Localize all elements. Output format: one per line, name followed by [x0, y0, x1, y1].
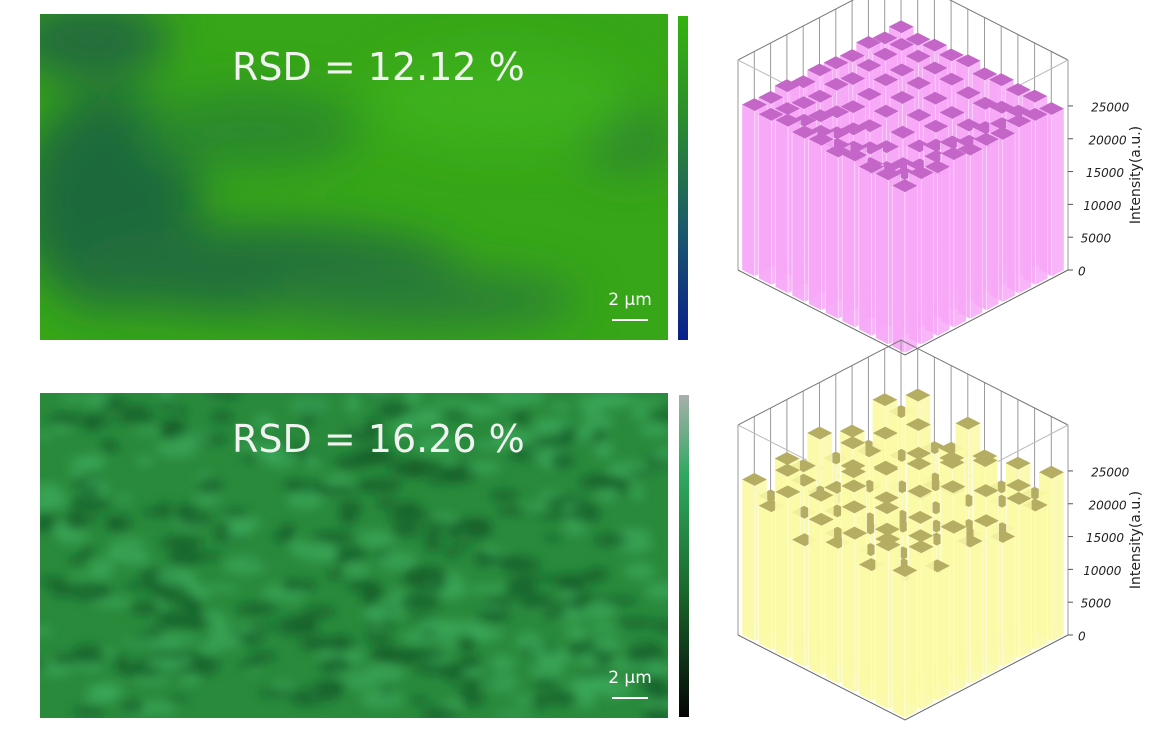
z-axis-label: Intensity(a.u.): [1128, 491, 1144, 589]
bar-right-face: [987, 139, 999, 310]
bar-left-face: [775, 492, 788, 659]
bar-left-face: [842, 155, 855, 328]
bar-right-face: [987, 521, 999, 676]
bar-right-face: [1052, 472, 1064, 641]
figure: RSD = 12.12 % 2 μm RSD = 16.26 % 2 μm 0 5…: [0, 0, 1153, 736]
z-tick-label: 15000: [1086, 531, 1125, 545]
bar-left-face: [892, 186, 905, 353]
colorbar: [679, 395, 689, 717]
z-tick-label: 20000: [1089, 133, 1128, 147]
bar-left-face: [759, 506, 772, 650]
z-tick-label: 10000: [1083, 564, 1122, 578]
bar-left-face: [876, 545, 889, 710]
z-tick-label: 5000: [1081, 232, 1112, 246]
z-tick-label: 25000: [1091, 100, 1130, 114]
bar-left-face: [826, 151, 839, 319]
bar: [892, 564, 917, 718]
bar-right-face: [1003, 133, 1015, 302]
bar-left-face: [842, 533, 855, 692]
bar-left-face: [892, 570, 905, 718]
bar3d-chart: 0 5000 10000 15000 20000 25000 Intensity(a.u.): [738, 0, 1144, 355]
bar-left-face: [826, 542, 839, 684]
bar-right-face: [1035, 114, 1047, 285]
bar-right-face: [921, 173, 933, 345]
bar-right-face: [921, 547, 933, 710]
z-axis-label: Intensity(a.u.): [1128, 126, 1144, 224]
bar-right-face: [938, 566, 950, 701]
z-tick-label: 0: [1078, 265, 1086, 279]
bar-right-face: [970, 541, 982, 684]
colorbar: [678, 16, 688, 340]
z-tick-label: 5000: [1081, 597, 1112, 611]
bar-right-face: [938, 167, 950, 336]
bar-left-face: [859, 565, 872, 701]
z-tick-label: 20000: [1089, 498, 1128, 512]
z-tick-label: 10000: [1083, 199, 1122, 213]
rsd-label: RSD = 16.26 %: [232, 417, 525, 461]
bar-left-face: [742, 105, 755, 277]
bars: [742, 389, 1064, 718]
bar-left-face: [792, 132, 805, 302]
bar-left-face: [809, 519, 822, 675]
bar3d-plots: 0 5000 10000 15000 20000 25000 Intensity(a.u.)…: [738, 0, 1144, 720]
z-tick-label: 25000: [1091, 465, 1130, 479]
z-tick-label: 15000: [1086, 166, 1125, 180]
bar-right-face: [954, 154, 966, 328]
bar-left-face: [809, 139, 822, 310]
bar-right-face: [905, 570, 917, 718]
bar-right-face: [1019, 498, 1031, 658]
bar3d-chart: 0 5000 10000 15000 20000 25000 Intensity(a.u.): [738, 340, 1144, 720]
bars: [742, 20, 1064, 353]
bar-right-face: [1003, 537, 1015, 668]
scale-bar-label: 2 μm: [608, 290, 652, 310]
bar-right-face: [1019, 121, 1031, 294]
bar-right-face: [1052, 109, 1064, 277]
bar-left-face: [759, 114, 772, 285]
bar-left-face: [859, 167, 872, 336]
bar-left-face: [775, 120, 788, 293]
bar-left-face: [792, 540, 805, 667]
bar-left-face: [742, 480, 755, 642]
scale-bar-label: 2 μm: [608, 668, 652, 688]
bar-right-face: [1035, 505, 1047, 650]
z-tick-label: 0: [1078, 630, 1086, 644]
bar: [892, 179, 917, 353]
rsd-label: RSD = 12.12 %: [232, 45, 525, 89]
bar-left-face: [876, 174, 889, 345]
bar-right-face: [954, 527, 966, 692]
bar-right-face: [970, 149, 982, 319]
bar-right-face: [905, 186, 917, 353]
